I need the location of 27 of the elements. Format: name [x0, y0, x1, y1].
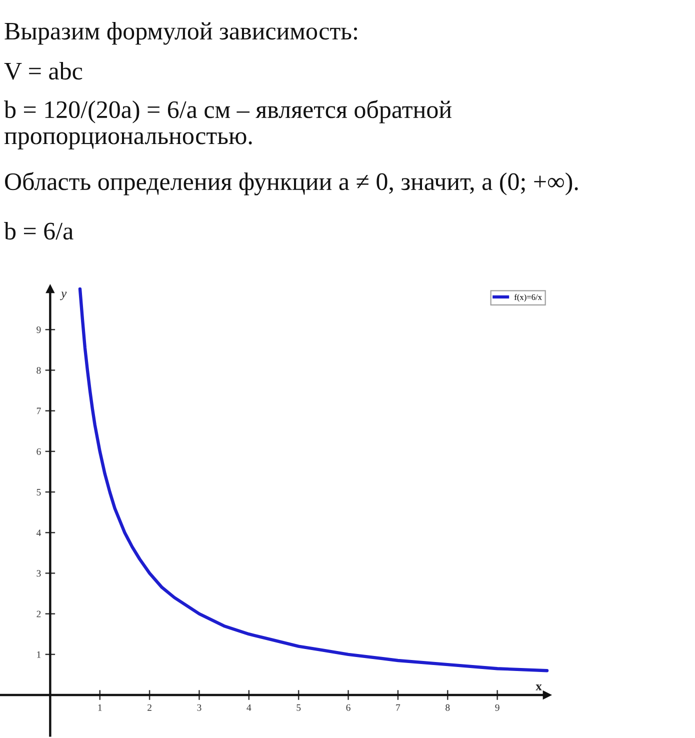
- text: Выразим формулой зависимость:: [4, 22, 357, 45]
- x-tick-label: 6: [346, 704, 350, 711]
- text: Область определения функции a ≠ 0, значит, a (0; +∞).: [5, 172, 578, 196]
- y-tick-label: 9: [36, 326, 41, 334]
- y-tick-label: 1: [37, 651, 41, 658]
- x-tick-label: 2: [148, 704, 152, 711]
- x-tick-label: 3: [197, 704, 202, 711]
- text: b = 6/a: [4, 222, 74, 240]
- text: V = abc: [4, 62, 82, 80]
- y-tick-label: 8: [36, 367, 41, 374]
- x-axis-title: x: [536, 684, 542, 690]
- text: b = 120/(20a) = 6/a см – является обратной пропорциональностью.: [4, 100, 452, 150]
- y-tick-label: 4: [36, 530, 41, 536]
- x-tick-label: 9: [495, 704, 500, 711]
- y-tick-label: 7: [36, 408, 41, 414]
- x-tick-label: 8: [446, 704, 450, 711]
- y-tick-label: 5: [36, 489, 41, 496]
- line-series: [78, 287, 549, 672]
- y-tick-label: 2: [36, 610, 41, 618]
- x-tick-label: 7: [396, 704, 400, 711]
- y-axis-title: y: [60, 292, 67, 300]
- x-tick-label: 5: [296, 704, 301, 711]
- y-tick-label: 3: [36, 570, 41, 577]
- y-tick-label: 6: [36, 448, 41, 455]
- x-tick-label: 1: [98, 704, 102, 711]
- legend-label: f(x)=6/x: [514, 294, 542, 302]
- x-tick-label: 4: [246, 704, 252, 711]
